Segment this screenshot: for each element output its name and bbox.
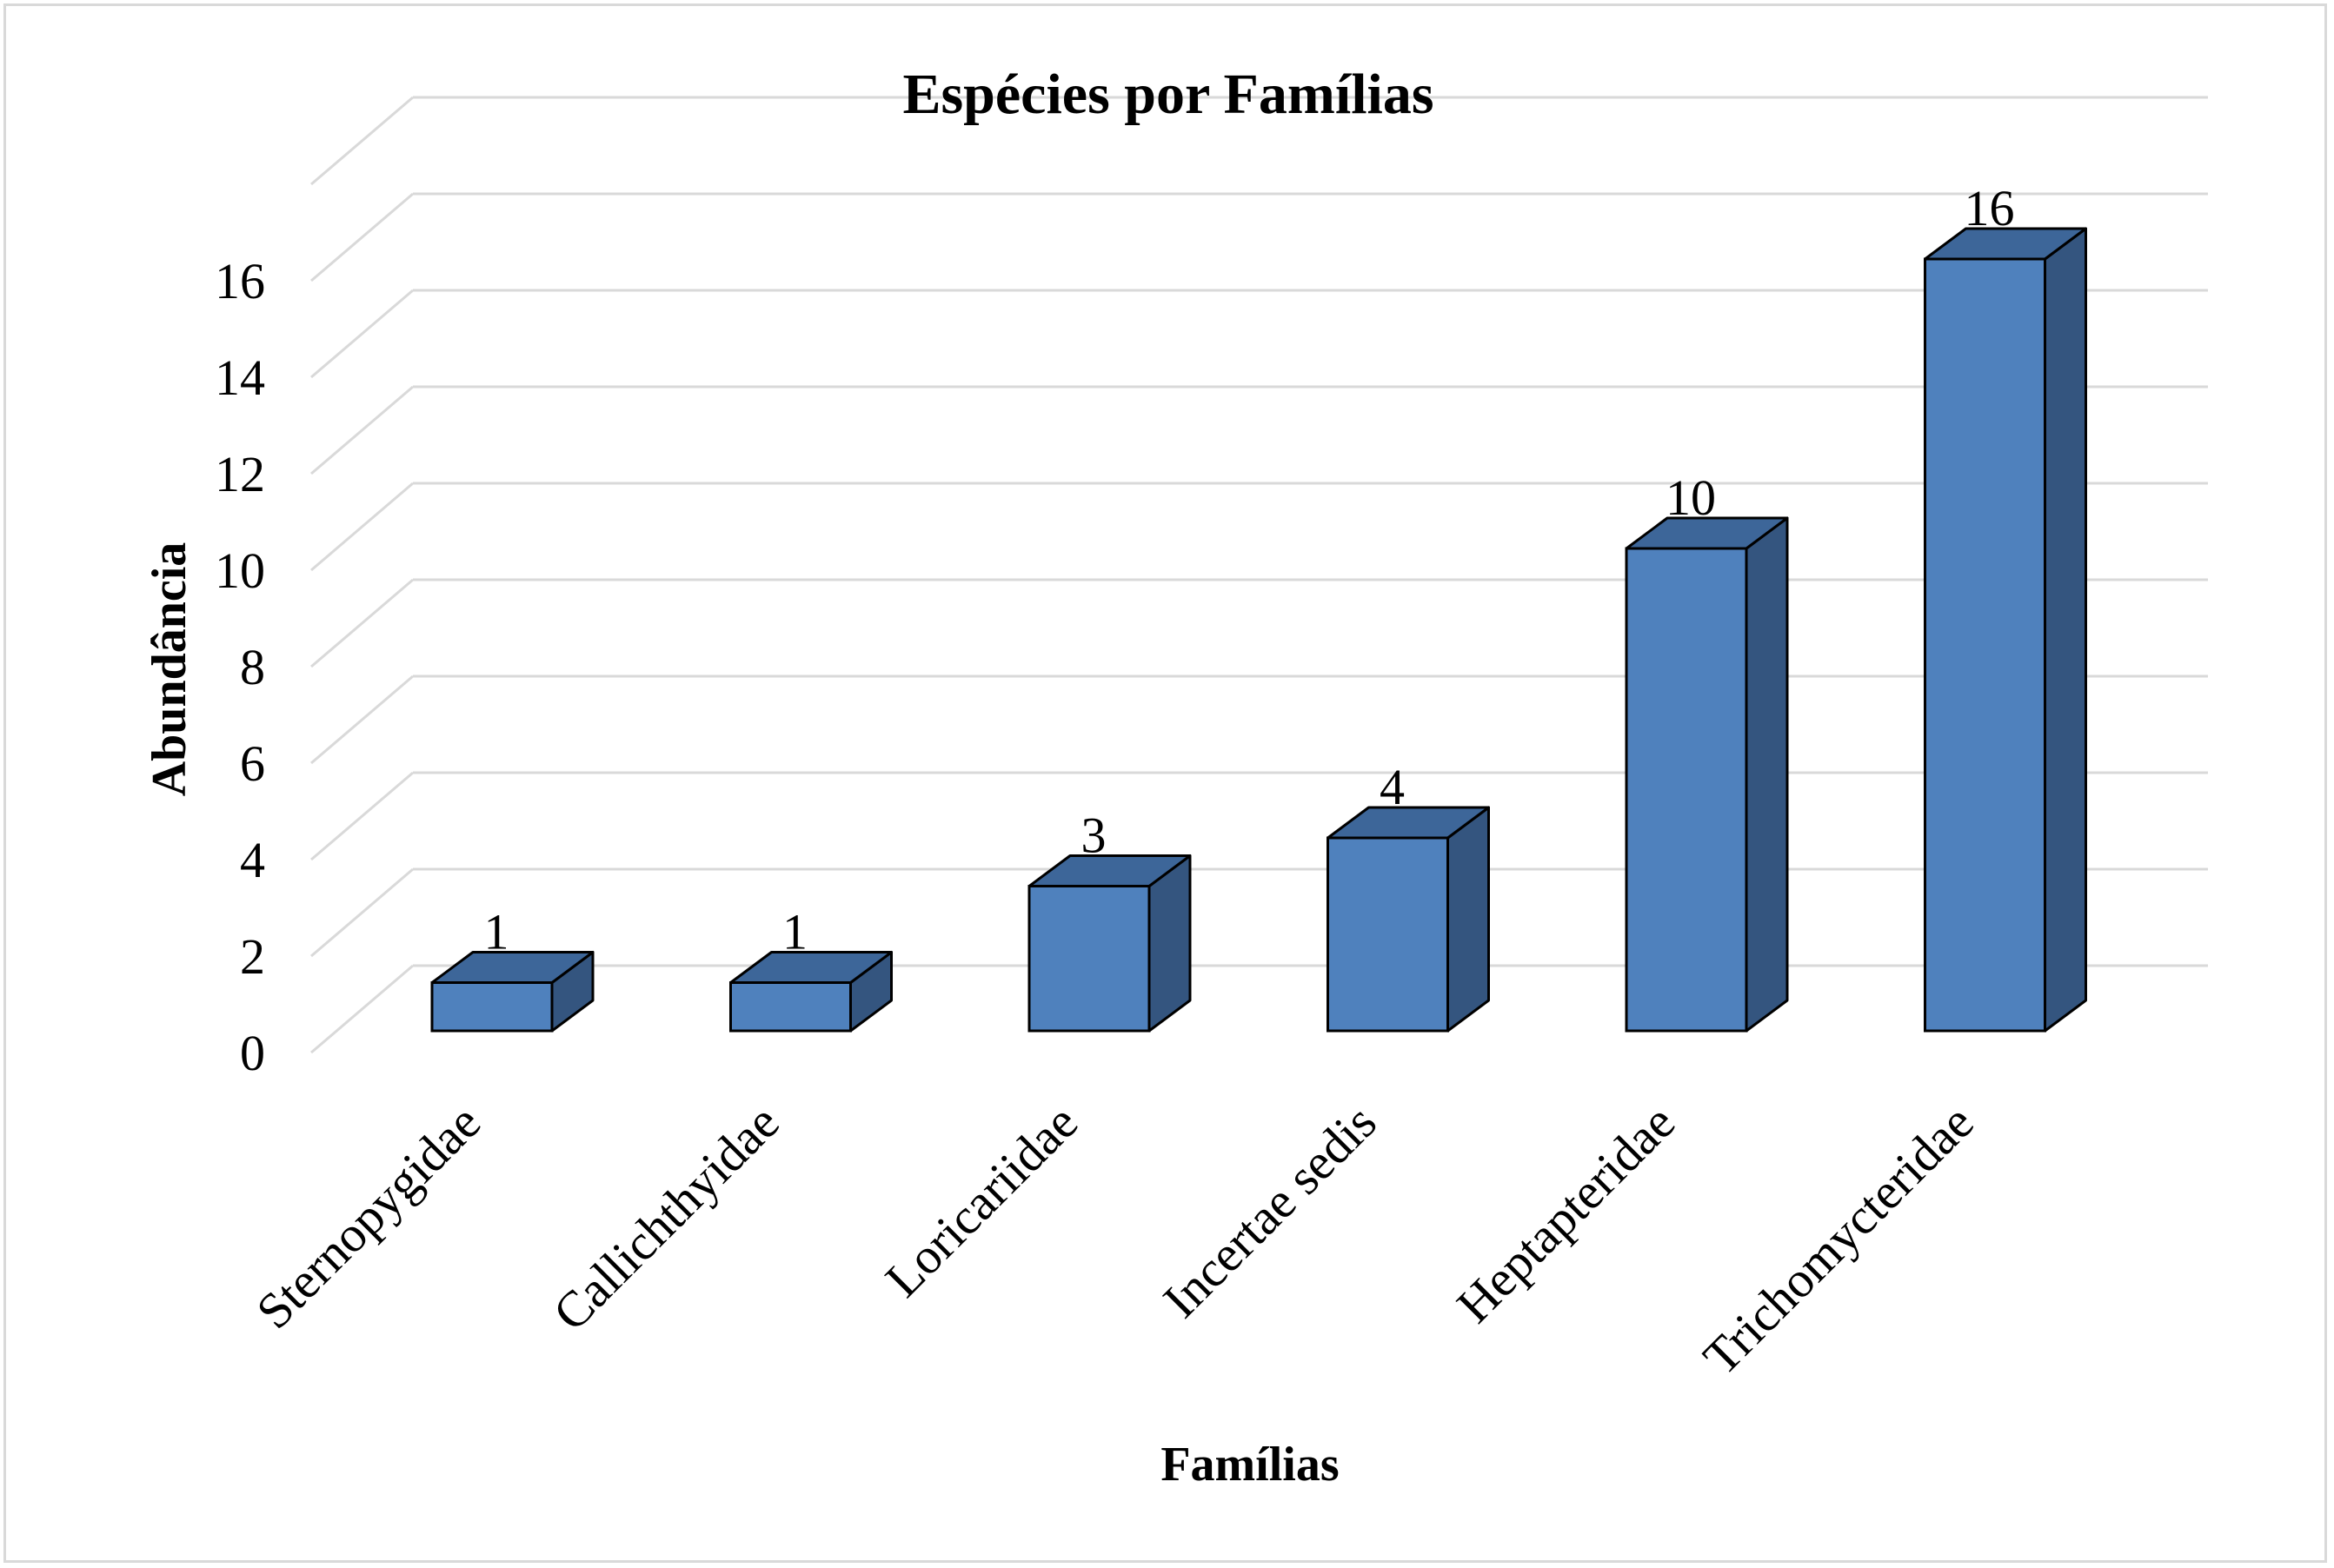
data-label: 3 xyxy=(1081,807,1107,864)
y-axis-ticks: 0 2 4 6 8 10 12 14 16 xyxy=(215,253,265,1081)
data-label: 1 xyxy=(782,904,808,960)
x-category-label: Incertae sedis xyxy=(1152,1093,1386,1328)
bar xyxy=(1924,227,2087,1033)
y-tick-label: 10 xyxy=(215,542,265,599)
bar-side-face xyxy=(2044,227,2087,1033)
data-label: 16 xyxy=(1965,180,2015,236)
y-tick-label: 8 xyxy=(240,639,265,695)
gridline-side xyxy=(310,96,414,186)
bar-side-face xyxy=(1446,806,1490,1033)
x-axis-categories: Sternopygidae Callichthyidae Loricariidae I… xyxy=(245,1093,1984,1385)
y-tick-label: 6 xyxy=(240,735,265,792)
data-label: 4 xyxy=(1380,759,1405,815)
data-label: 1 xyxy=(484,904,509,960)
bar xyxy=(1327,806,1490,1033)
gridline-side xyxy=(310,192,414,282)
x-axis-title: Famílias xyxy=(1160,1438,1339,1492)
gridline-side xyxy=(310,771,414,861)
y-tick-label: 16 xyxy=(215,253,265,309)
y-tick-label: 2 xyxy=(240,928,265,985)
bar-front-face xyxy=(1924,257,2046,1033)
bar-front-face xyxy=(729,981,852,1033)
bars xyxy=(430,227,2087,1033)
bar-front-face xyxy=(430,981,554,1033)
gridline-side xyxy=(310,964,414,1054)
data-labels: 1 1 3 4 10 16 xyxy=(484,180,2015,960)
y-axis-title: Abundância xyxy=(143,542,196,797)
gridline-side xyxy=(310,674,414,765)
gridline-side xyxy=(310,385,414,475)
bar xyxy=(430,951,595,1033)
y-tick-label: 12 xyxy=(215,446,265,502)
gridline-side xyxy=(310,867,414,958)
x-category-label: Trichomycteridae xyxy=(1692,1093,1985,1385)
gridline-side xyxy=(310,289,414,379)
y-tick-label: 14 xyxy=(215,349,265,406)
bar-front-face xyxy=(1327,836,1449,1033)
y-tick-label: 0 xyxy=(240,1025,265,1081)
data-label: 10 xyxy=(1666,469,1716,526)
y-tick-label: 4 xyxy=(240,832,265,888)
bar xyxy=(729,951,893,1033)
x-category-label: Sternopygidae xyxy=(245,1093,491,1339)
bar-front-face xyxy=(1625,547,1748,1033)
bar-front-face xyxy=(1027,885,1151,1033)
x-category-label: Loricariidae xyxy=(874,1093,1088,1307)
gridlines xyxy=(310,96,2208,1054)
gridline-side xyxy=(310,578,414,668)
x-category-label: Callichthyidae xyxy=(542,1093,790,1341)
bar-side-face xyxy=(1745,516,1789,1033)
bar xyxy=(1625,516,1789,1033)
chart-title: Espécies por Famílias xyxy=(902,63,1433,126)
x-category-label: Heptapteridae xyxy=(1446,1093,1686,1333)
bar xyxy=(1027,854,1192,1033)
gridline-side xyxy=(310,482,414,572)
